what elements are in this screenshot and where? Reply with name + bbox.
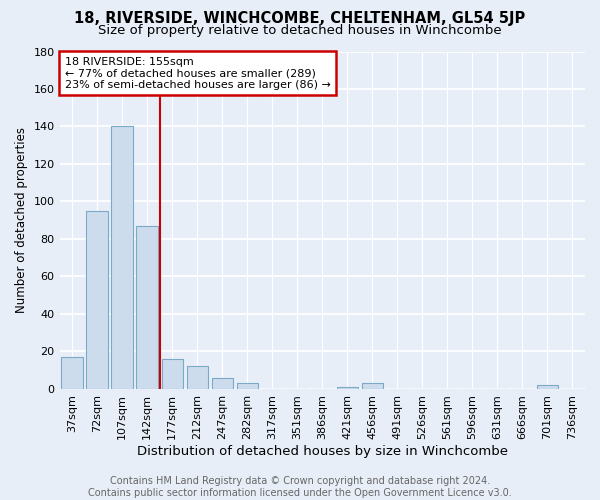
Text: 18, RIVERSIDE, WINCHCOMBE, CHELTENHAM, GL54 5JP: 18, RIVERSIDE, WINCHCOMBE, CHELTENHAM, G… <box>74 11 526 26</box>
Bar <box>136 226 158 389</box>
Bar <box>161 359 183 389</box>
Bar <box>86 211 108 389</box>
Text: Size of property relative to detached houses in Winchcombe: Size of property relative to detached ho… <box>98 24 502 37</box>
X-axis label: Distribution of detached houses by size in Winchcombe: Distribution of detached houses by size … <box>137 444 508 458</box>
Text: 18 RIVERSIDE: 155sqm
← 77% of detached houses are smaller (289)
23% of semi-deta: 18 RIVERSIDE: 155sqm ← 77% of detached h… <box>65 56 331 90</box>
Bar <box>212 378 233 389</box>
Text: Contains HM Land Registry data © Crown copyright and database right 2024.
Contai: Contains HM Land Registry data © Crown c… <box>88 476 512 498</box>
Bar <box>337 387 358 389</box>
Y-axis label: Number of detached properties: Number of detached properties <box>15 127 28 313</box>
Bar <box>236 384 258 389</box>
Bar <box>537 385 558 389</box>
Bar <box>61 357 83 389</box>
Bar <box>112 126 133 389</box>
Bar <box>187 366 208 389</box>
Bar <box>362 384 383 389</box>
